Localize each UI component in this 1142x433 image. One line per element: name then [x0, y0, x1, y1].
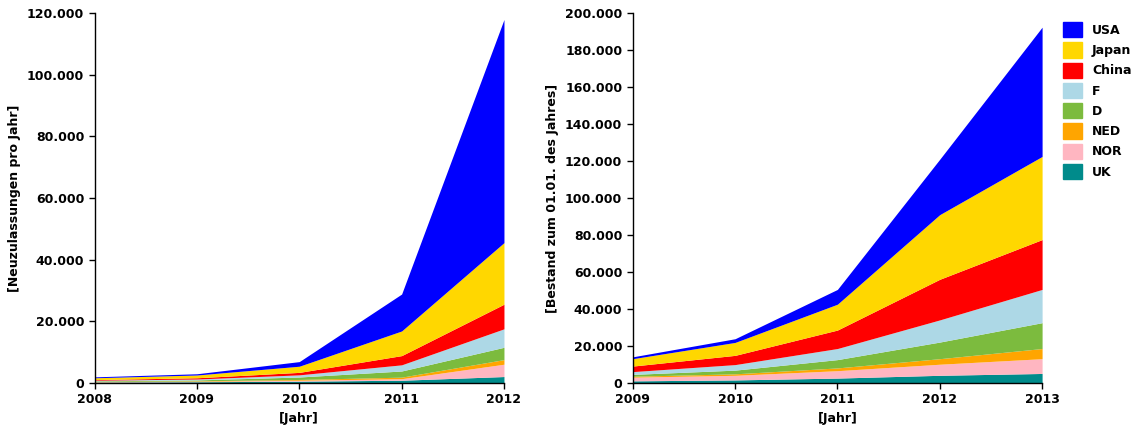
X-axis label: [Jahr]: [Jahr]	[818, 412, 858, 425]
Y-axis label: [Neuzulassungen pro Jahr]: [Neuzulassungen pro Jahr]	[8, 104, 22, 292]
X-axis label: [Jahr]: [Jahr]	[280, 412, 320, 425]
Y-axis label: [Bestand zum 01.01. des Jahres]: [Bestand zum 01.01. des Jahres]	[547, 84, 560, 313]
Legend: USA, Japan, China, F, D, NED, NOR, UK: USA, Japan, China, F, D, NED, NOR, UK	[1061, 19, 1134, 181]
